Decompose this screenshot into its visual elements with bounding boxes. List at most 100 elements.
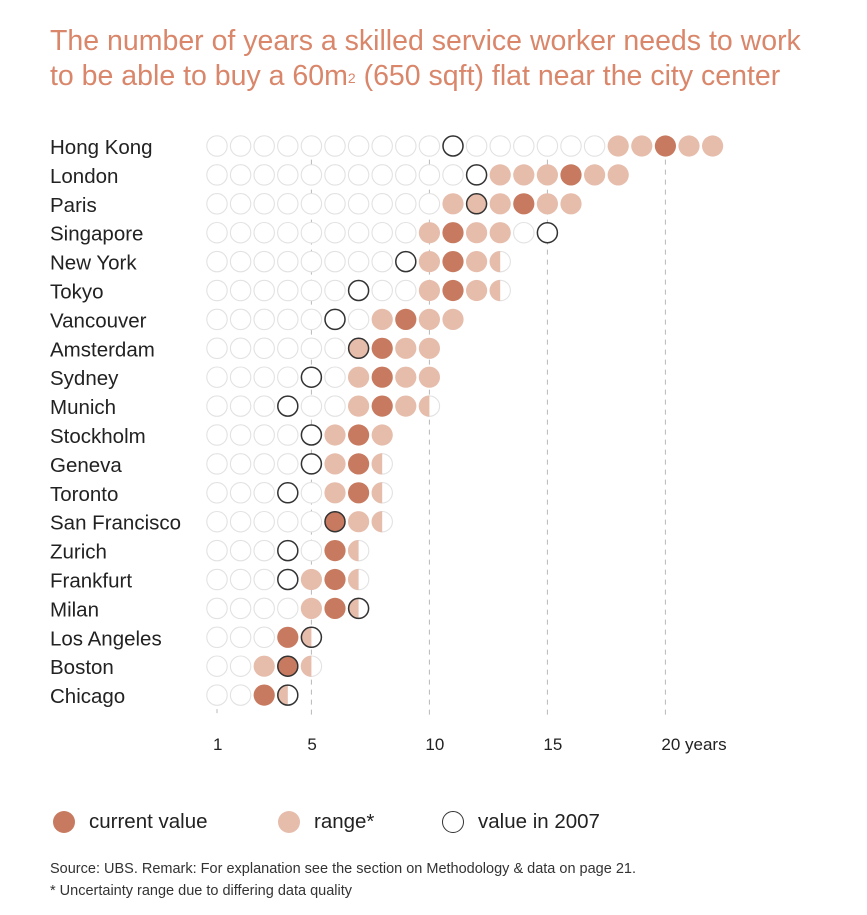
empty-dot-vancouver-4 <box>277 308 299 331</box>
empty-dot-singapore-4 <box>277 221 299 244</box>
value-2007-marker-vancouver <box>324 308 346 331</box>
row-paris <box>206 193 582 215</box>
current-dot-amsterdam-8 <box>371 337 393 359</box>
empty-dot-singapore-1 <box>206 221 228 244</box>
title-line-1: The number of years a skilled service wo… <box>50 25 801 57</box>
empty-dot-new-york-8 <box>371 250 393 273</box>
empty-dot-amsterdam-5 <box>300 337 323 360</box>
empty-dot-los-angeles-2 <box>229 626 252 649</box>
row-sydney <box>206 366 440 388</box>
empty-dot-milan-4 <box>277 597 299 620</box>
range-dot-sydney-10 <box>418 366 440 388</box>
empty-dot-munich-6 <box>324 395 346 417</box>
current-dot-boston-4 <box>277 655 299 677</box>
value-2007-marker-zurich <box>277 539 299 562</box>
range-dot-tokyo-12 <box>466 279 488 302</box>
empty-dot-singapore-5 <box>300 221 323 244</box>
empty-dot-san-francisco-2 <box>229 510 252 533</box>
empty-dot-tokyo-2 <box>229 279 252 302</box>
empty-dot-singapore-3 <box>253 221 275 244</box>
range-dot-new-york-12 <box>466 251 488 273</box>
empty-dot-new-york-7 <box>347 250 370 273</box>
range-dot-new-york-10 <box>418 251 440 273</box>
range-dot-paris-15 <box>536 193 559 215</box>
current-dot-paris-14 <box>513 193 535 215</box>
row-label-zurich: Zurich <box>50 541 107 564</box>
row-label-toronto: Toronto <box>50 483 118 506</box>
row-label-sydney: Sydney <box>50 367 119 390</box>
legend-range-swatch <box>278 811 300 833</box>
range-dot-singapore-12 <box>466 222 488 244</box>
empty-dot-stockholm-4 <box>277 424 299 446</box>
range-dot-boston-3 <box>253 655 275 677</box>
range-dot-singapore-13 <box>489 222 511 244</box>
row-chicago <box>206 684 299 706</box>
legend-range: range* <box>278 810 374 834</box>
range-dot-vancouver-8 <box>371 308 393 330</box>
empty-dot-london-9 <box>395 164 417 186</box>
empty-dot-frankfurt-3 <box>253 568 275 591</box>
range-half-dot-munich-10 <box>418 395 430 417</box>
empty-dot-vancouver-3 <box>253 308 275 331</box>
empty-dot-frankfurt-1 <box>206 568 228 591</box>
range-dot-vancouver-11 <box>442 308 464 330</box>
empty-dot-london-7 <box>347 164 370 186</box>
row-munich <box>206 395 441 417</box>
empty-dot-paris-5 <box>300 193 323 215</box>
row-label-hong-kong: Hong Kong <box>50 136 153 159</box>
range-dot-london-13 <box>489 164 511 186</box>
row-amsterdam <box>206 337 440 360</box>
empty-dot-sydney-4 <box>277 366 299 388</box>
range-half-dot-new-york-13 <box>489 251 501 273</box>
empty-dot-singapore-6 <box>324 221 346 244</box>
current-dot-stockholm-7 <box>348 424 370 446</box>
empty-dot-amsterdam-4 <box>277 337 299 360</box>
empty-dot-singapore-14 <box>513 221 535 244</box>
empty-dot-paris-10 <box>418 193 441 215</box>
range-dot-sydney-9 <box>395 366 417 388</box>
value-2007-marker-los-angeles <box>300 626 323 649</box>
empty-dot-san-francisco-5 <box>300 510 323 533</box>
empty-dot-hong-kong-15 <box>536 135 559 157</box>
range-dot-hong-kong-22 <box>702 135 724 157</box>
empty-dot-stockholm-3 <box>253 424 275 446</box>
title-line-2a: to be able to buy a 60m <box>50 60 348 92</box>
current-dot-toronto-7 <box>348 482 370 504</box>
current-dot-hong-kong-20 <box>654 135 677 157</box>
legend-2007: value in 2007 <box>442 810 600 834</box>
row-label-munich: Munich <box>50 396 116 419</box>
empty-dot-stockholm-2 <box>229 424 252 446</box>
range-dot-paris-12 <box>466 193 488 215</box>
value-2007-marker-singapore <box>536 221 559 244</box>
range-dot-munich-7 <box>348 395 370 417</box>
empty-dot-paris-4 <box>277 193 299 215</box>
range-dot-san-francisco-7 <box>348 511 370 533</box>
empty-dot-tokyo-3 <box>253 279 275 302</box>
empty-dot-los-angeles-1 <box>206 626 228 649</box>
row-tokyo <box>206 279 511 302</box>
empty-dot-london-6 <box>324 164 346 186</box>
value-2007-marker-frankfurt <box>277 568 299 591</box>
current-dot-san-francisco-6 <box>324 511 346 533</box>
empty-dot-tokyo-1 <box>206 279 228 302</box>
footnote: * Uncertainty range due to differing dat… <box>50 883 353 899</box>
current-dot-vancouver-9 <box>395 308 417 330</box>
empty-dot-paris-1 <box>206 193 228 215</box>
row-label-new-york: New York <box>50 252 137 275</box>
range-dot-paris-16 <box>560 193 582 215</box>
empty-dot-paris-9 <box>395 193 417 215</box>
range-dot-london-15 <box>536 164 559 186</box>
row-boston <box>206 655 323 677</box>
range-dot-milan-5 <box>300 597 322 620</box>
current-dot-new-york-11 <box>442 251 464 273</box>
empty-dot-los-angeles-3 <box>253 626 275 649</box>
empty-dot-singapore-9 <box>395 221 417 244</box>
range-dot-stockholm-6 <box>324 424 346 446</box>
legend-2007-label: value in 2007 <box>478 810 600 833</box>
range-dot-tokyo-10 <box>418 279 440 302</box>
current-dot-zurich-6 <box>324 540 346 562</box>
empty-dot-singapore-8 <box>371 221 393 244</box>
current-dot-london-16 <box>560 164 582 186</box>
empty-dot-london-10 <box>418 164 441 186</box>
x-tick-label-10: 10 <box>425 735 444 754</box>
